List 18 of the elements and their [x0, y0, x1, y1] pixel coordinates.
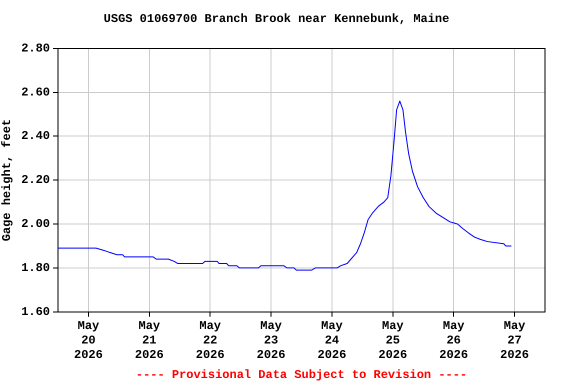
y-tick-label: 2.60: [21, 85, 50, 100]
x-tick-label: May 26 2026: [439, 319, 468, 362]
x-tick-label: May 24 2026: [318, 319, 346, 362]
y-tick-label: 2.40: [21, 129, 50, 144]
chart-title: USGS 01069700 Branch Brook near Kennebunk, Maine: [104, 12, 450, 26]
x-tick-label: May 21 2026: [134, 319, 164, 362]
y-tick-label: 2.80: [21, 41, 50, 56]
text: ---- Provisional Data Subject to Revision ----: [136, 368, 468, 382]
x-tick-label: May 23 2026: [256, 319, 286, 362]
x-tick-label: May 20 2026: [74, 319, 103, 362]
x-tick-label: May 22 2026: [196, 319, 225, 362]
y-tick-label: 2.20: [21, 173, 50, 188]
y-axis-title: Gage height, feet: [0, 118, 14, 242]
x-tick-label: May 27 2026: [500, 319, 529, 362]
y-tick-label: 1.60: [21, 304, 50, 319]
y-tick-label: 2.00: [21, 217, 50, 232]
y-tick-label: 1.80: [21, 260, 50, 275]
x-tick-label: May 25 2026: [378, 319, 408, 362]
